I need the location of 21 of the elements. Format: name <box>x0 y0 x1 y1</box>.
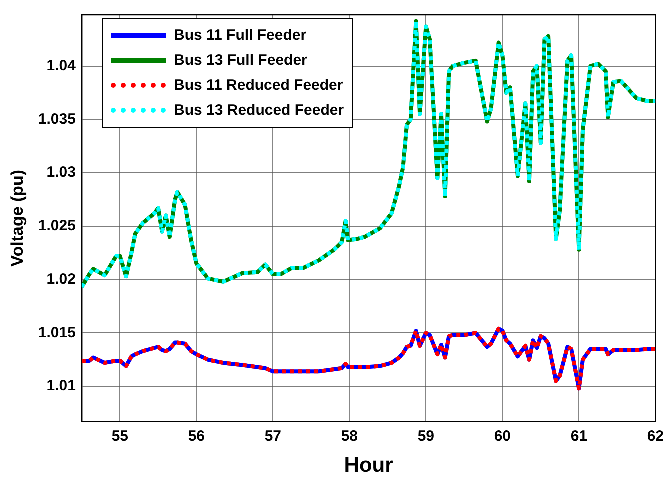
x-tick-label: 62 <box>647 428 664 445</box>
x-tick-label: 60 <box>494 428 512 445</box>
x-axis-title: Hour <box>344 454 394 478</box>
x-tick-label: 55 <box>112 428 129 445</box>
y-tick-label: 1.025 <box>38 218 76 235</box>
y-tick-label: 1.02 <box>46 270 76 288</box>
x-tick-label: 58 <box>341 428 358 445</box>
legend-label: Bus 13 Full Feeder <box>174 52 308 69</box>
y-tick-label: 1.015 <box>38 324 76 342</box>
legend-label: Bus 13 Reduced Feeder <box>174 102 344 119</box>
y-axis-title: Voltage (pu) <box>8 170 27 267</box>
x-tick-label: 56 <box>188 428 206 445</box>
y-tick-label: 1.01 <box>46 378 76 395</box>
y-tick-label: 1.035 <box>38 110 76 128</box>
y-tick-label: 1.03 <box>46 164 76 182</box>
x-tick-label: 59 <box>418 428 435 445</box>
legend-label: Bus 11 Full Feeder <box>174 27 307 44</box>
legend-label: Bus 11 Reduced Feeder <box>174 77 344 94</box>
x-tick-label: 61 <box>570 428 588 445</box>
x-tick-label: 57 <box>264 428 282 445</box>
y-tick-label: 1.04 <box>46 57 77 74</box>
